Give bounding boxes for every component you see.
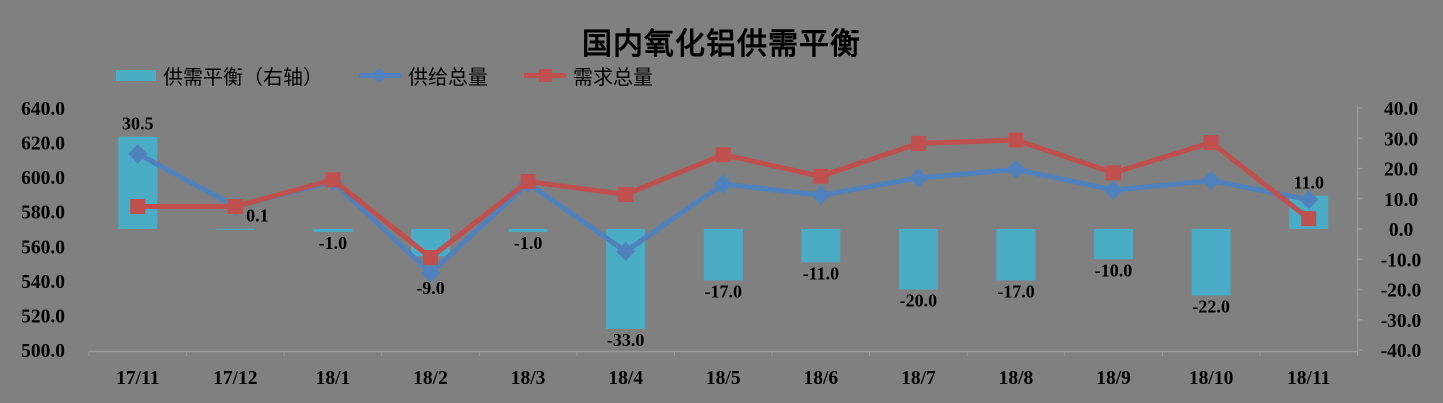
square-marker — [1301, 211, 1317, 227]
x-tick-label-17/12: 17/12 — [213, 368, 257, 389]
bar-18/3 — [508, 229, 548, 233]
square-marker — [325, 172, 341, 188]
bar-swatch-icon — [116, 69, 156, 81]
square-marker — [520, 173, 536, 189]
diamond-marker — [908, 168, 928, 188]
square-marker — [1203, 135, 1219, 151]
diamond-marker — [616, 241, 636, 262]
legend-item-demand: 需求总量 — [524, 61, 653, 90]
x-axis-labels: 17/11 17/12 18/1 18/2 18/3 18/4 18/5 18/6 18/7 18… — [116, 368, 1330, 389]
x-tick-label-18/1: 18/1 — [316, 368, 351, 389]
square-marker — [813, 168, 829, 184]
legend-item-balance: 供需平衡（右轴） — [116, 61, 323, 90]
left-tick-label: 500.0 — [21, 341, 65, 362]
legend-label-balance: 供需平衡（右轴） — [163, 66, 323, 89]
legend-item-supply: 供给总量 — [359, 61, 488, 90]
right-tick-label: 30.0 — [1384, 129, 1418, 150]
bar-18/10 — [1191, 229, 1231, 296]
square-marker — [715, 147, 731, 163]
diamond-marker — [1006, 159, 1026, 179]
left-tick-label: 620.0 — [21, 134, 65, 155]
bar-label-18/10: -22.0 — [1192, 297, 1230, 317]
bar-label-18/1: -1.0 — [319, 233, 348, 253]
bar-label-17/12: 0.1 — [246, 206, 269, 226]
left-tick-label: 540.0 — [21, 272, 65, 293]
diamond-marker — [128, 144, 148, 164]
left-tick-label: 560.0 — [21, 237, 65, 258]
bar-data-labels: 30.5 0.1 -1.0 -9.0 -1.0 -33.0 -17.0 -11.0 -20.0 -… — [122, 114, 1324, 350]
bar-label-18/7: -20.0 — [900, 291, 938, 311]
x-tick-label-18/4: 18/4 — [608, 368, 643, 389]
bar-18/9 — [1094, 229, 1134, 260]
right-tick-label: -10.0 — [1381, 250, 1422, 271]
demand-line-series — [130, 132, 1317, 266]
x-tick-label-18/10: 18/10 — [1189, 368, 1233, 389]
bar-label-18/5: -17.0 — [705, 281, 743, 301]
left-tick-label: 640.0 — [21, 99, 65, 120]
bar-18/1 — [313, 229, 353, 233]
right-tick-label: -30.0 — [1381, 311, 1422, 332]
square-marker — [1106, 165, 1122, 181]
x-tick-label-18/2: 18/2 — [413, 368, 448, 389]
x-tick-label-18/3: 18/3 — [511, 368, 546, 389]
x-tick-label-18/7: 18/7 — [901, 368, 936, 389]
square-marker — [910, 135, 926, 151]
x-tick-label-18/5: 18/5 — [706, 368, 741, 389]
left-tick-label: 580.0 — [21, 203, 65, 224]
left-tick-label: 520.0 — [21, 306, 65, 327]
bar-18/6 — [801, 229, 841, 263]
right-tick-label: 40.0 — [1384, 99, 1418, 120]
diamond-marker — [1201, 171, 1221, 191]
bar-label-18/6: -11.0 — [803, 263, 840, 283]
x-tick-label-18/11: 18/11 — [1287, 368, 1330, 389]
right-tick-label: 20.0 — [1384, 160, 1418, 181]
axes — [88, 106, 1363, 356]
diamond-marker — [420, 263, 441, 283]
bar-label-18/4: -33.0 — [607, 330, 645, 350]
right-tick-label: -40.0 — [1381, 341, 1422, 362]
bar-label-18/8: -17.0 — [997, 281, 1035, 301]
legend: 供需平衡（右轴） 供给总量 需求总量 — [116, 61, 653, 90]
right-tick-label: 10.0 — [1384, 190, 1418, 211]
bar-label-18/11: 11.0 — [1293, 173, 1324, 193]
square-marker — [423, 250, 439, 266]
square-marker — [130, 199, 146, 215]
bar-18/5 — [703, 229, 743, 281]
line-diamond-swatch-icon — [359, 67, 401, 83]
x-tick-label-18/8: 18/8 — [999, 368, 1034, 389]
left-axis-labels: 640.0 620.0 600.0 580.0 560.0 540.0 520.0 500.0 — [21, 99, 65, 362]
legend-label-demand: 需求总量 — [573, 66, 653, 89]
bar-17/12 — [215, 228, 255, 230]
diamond-marker — [811, 185, 831, 205]
square-marker — [1008, 132, 1024, 148]
right-tick-label: 0.0 — [1389, 220, 1413, 241]
chart-title: 国内氧化铝供需平衡 — [582, 28, 861, 61]
x-tick-label-18/6: 18/6 — [803, 368, 838, 389]
bar-label-18/2: -9.0 — [416, 278, 445, 298]
bar-18/7 — [898, 229, 938, 290]
x-tick-label-17/11: 17/11 — [116, 368, 159, 389]
bar-label-18/9: -10.0 — [1095, 260, 1133, 280]
square-marker — [227, 199, 243, 215]
diamond-marker — [713, 174, 733, 194]
diamond-marker — [1104, 180, 1124, 200]
right-axis-labels: 40.0 30.0 20.0 10.0 0.0 -10.0 -20.0 -30.0 -40.0 — [1381, 99, 1422, 362]
line-square-swatch-icon — [524, 67, 566, 83]
x-tick-label-18/9: 18/9 — [1096, 368, 1131, 389]
legend-label-supply: 供给总量 — [408, 66, 488, 89]
bar-label-18/3: -1.0 — [514, 233, 543, 253]
square-marker — [618, 186, 634, 202]
diamond-marker — [1299, 190, 1319, 210]
right-tick-label: -20.0 — [1381, 281, 1422, 302]
left-tick-label: 600.0 — [21, 168, 65, 189]
bar-label-17/11: 30.5 — [122, 114, 154, 134]
bar-18/8 — [996, 229, 1036, 281]
